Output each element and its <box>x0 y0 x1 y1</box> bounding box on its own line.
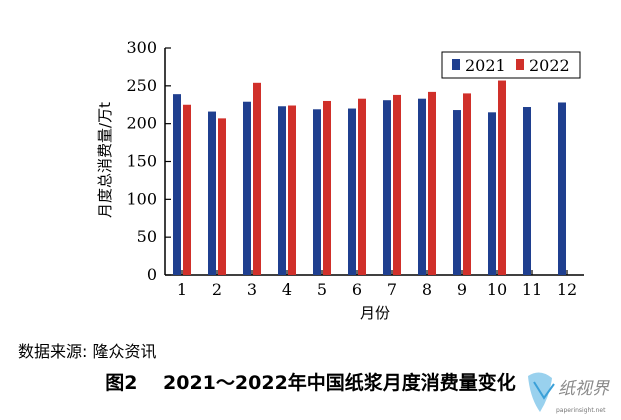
y-axis-title: 月度总消费量/万t <box>96 102 114 218</box>
bar-2022-2 <box>218 118 226 276</box>
paperinsight-logo-icon <box>528 372 555 412</box>
bar-2021-11 <box>523 107 531 276</box>
x-tick-label: 1 <box>177 280 187 299</box>
x-tick-label: 8 <box>422 280 432 299</box>
bar-2021-12 <box>558 102 566 275</box>
source-note: 数据来源: 隆众资讯 <box>18 342 157 361</box>
bar-2022-10 <box>498 80 506 275</box>
bar-2021-3 <box>243 101 251 276</box>
legend-swatch-2021 <box>452 59 460 70</box>
bar-2021-6 <box>348 108 356 276</box>
x-tick-label: 10 <box>487 280 507 299</box>
x-axis: 1 2 3 4 5 6 7 8 9 10 11 12 <box>165 270 584 299</box>
watermark-text: 纸视界 <box>558 379 610 399</box>
x-tick-label: 4 <box>282 280 292 299</box>
figure-caption: 图2 2021～2022年中国纸浆月度消费量变化 <box>105 372 516 394</box>
x-axis-title: 月份 <box>360 304 390 322</box>
x-tick-label: 9 <box>457 280 467 299</box>
bar-2021-1 <box>173 94 181 275</box>
legend: 2021 2022 <box>441 51 581 79</box>
y-tick-label: 300 <box>126 38 157 57</box>
bar-2022-4 <box>288 105 296 275</box>
bar-2022-5 <box>323 100 331 275</box>
bar-2022-6 <box>358 98 366 276</box>
bar-2022-1 <box>183 104 191 275</box>
bar-2022-8 <box>428 91 436 276</box>
bar-2021-9 <box>453 110 461 276</box>
bars <box>173 80 566 276</box>
bar-2021-8 <box>418 98 426 276</box>
bar-2021-2 <box>208 111 216 275</box>
legend-swatch-2022 <box>516 59 524 70</box>
y-tick-label: 50 <box>137 227 157 246</box>
x-tick-label: 3 <box>247 280 257 299</box>
bar-2021-4 <box>278 106 286 275</box>
y-tick-label: 250 <box>126 76 157 95</box>
x-tick-label: 5 <box>317 280 327 299</box>
bar-2022-7 <box>393 94 401 275</box>
x-tick-label: 6 <box>352 280 362 299</box>
bar-2021-7 <box>383 100 391 276</box>
x-tick-label: 11 <box>522 280 542 299</box>
legend-label-2021: 2021 <box>465 56 506 75</box>
y-tick-label: 100 <box>126 189 157 208</box>
watermark-logo: 纸视界 paperinsight.net <box>528 372 610 414</box>
legend-label-2022: 2022 <box>529 56 570 75</box>
x-tick-label: 12 <box>557 280 577 299</box>
bar-2021-10 <box>488 112 496 275</box>
y-tick-label: 150 <box>126 152 157 171</box>
legend-frame <box>441 51 581 79</box>
bar-2021-5 <box>313 109 321 275</box>
y-tick-label: 0 <box>147 265 157 284</box>
y-tick-label: 200 <box>126 114 157 133</box>
x-tick-label: 7 <box>387 280 397 299</box>
x-tick-label: 2 <box>212 280 222 299</box>
bar-2022-3 <box>253 82 261 275</box>
y-axis: 0 50 100 150 200 250 300 <box>126 38 171 284</box>
watermark-subtext: paperinsight.net <box>556 407 606 414</box>
bar-2022-9 <box>463 93 471 276</box>
